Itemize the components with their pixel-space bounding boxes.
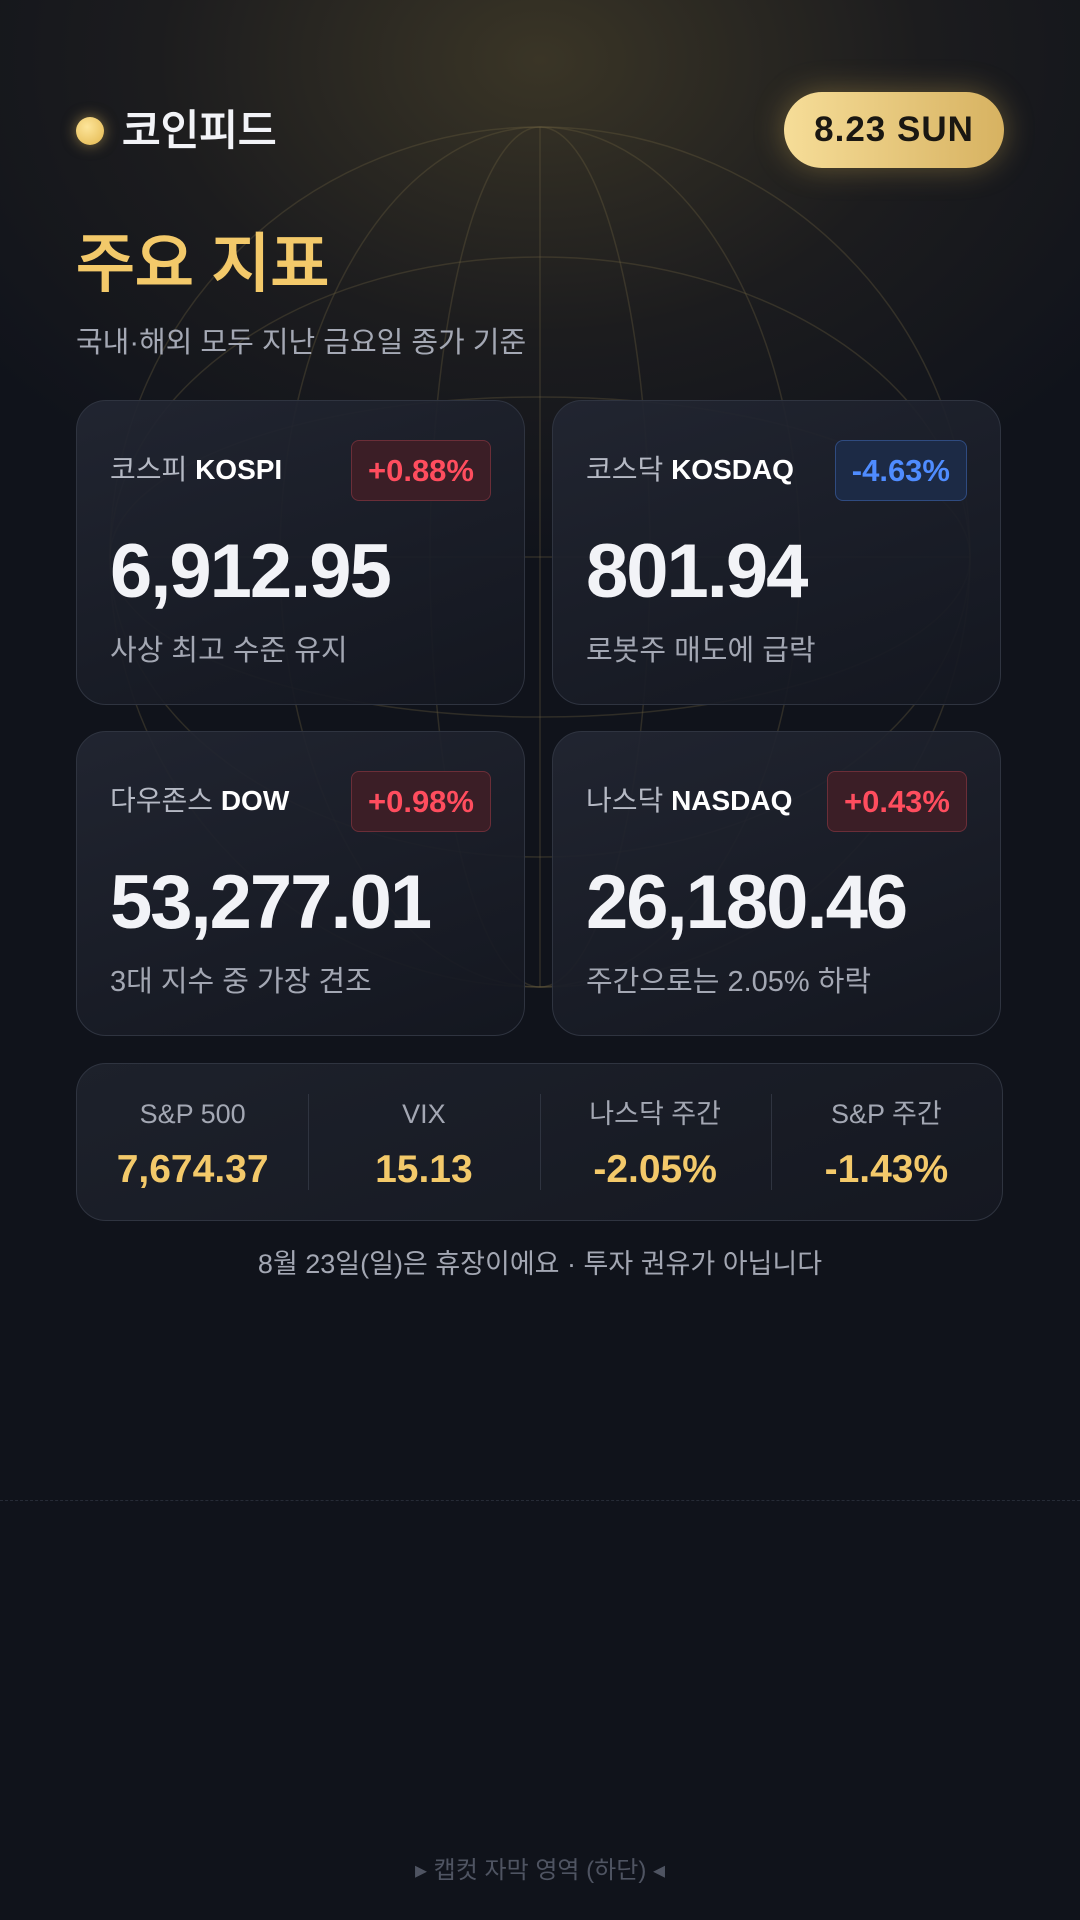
brand-dot: [76, 117, 104, 145]
index-value: 26,180.46: [586, 860, 908, 945]
change-badge: -4.63%: [834, 440, 967, 501]
divider: [0, 1500, 1080, 1501]
summary-value: -2.05%: [593, 1148, 717, 1191]
index-label: 코스닥 KOSDAQ: [586, 451, 794, 489]
summary-label: 나스닥 주간: [589, 1099, 721, 1129]
summary-label: S&P 주간: [831, 1099, 942, 1129]
index-note: 3대 지수 중 가장 견조: [110, 966, 372, 998]
index-value: 801.94: [586, 529, 808, 614]
summary-item: VIX 15.13: [308, 1064, 539, 1220]
index-name-ko: 코스피: [110, 454, 188, 485]
index-label: 나스닥 NASDAQ: [586, 782, 792, 820]
index-name-en: KOSPI: [195, 454, 283, 485]
index-note: 사상 최고 수준 유지: [110, 635, 348, 667]
index-name-ko: 나스닥: [586, 785, 664, 816]
brand: 코인피드: [122, 107, 277, 154]
index-name-en: DOW: [220, 785, 290, 816]
summary-item: 나스닥 주간 -2.05%: [539, 1064, 771, 1220]
index-value: 53,277.01: [110, 860, 432, 945]
subtitle: 국내·해외 모두 지난 금요일 종가 기준: [76, 327, 527, 359]
summary-box: S&P 500 7,674.37 VIX 15.13 나스닥 주간 -2.05% S&P 주…: [76, 1063, 1003, 1221]
summary-value: 7,674.37: [116, 1148, 269, 1191]
change-badge: +0.88%: [350, 440, 491, 501]
index-card: 나스닥 NASDAQ +0.43% 26,180.46 주간으로는 2.05% 하락: [552, 731, 1001, 1036]
summary-label: VIX: [402, 1099, 446, 1129]
summary-item: S&P 주간 -1.43%: [770, 1064, 1002, 1220]
index-label: 다우존스 DOW: [110, 782, 289, 820]
index-card: 코스닥 KOSDAQ -4.63% 801.94 로봇주 매도에 급락: [552, 400, 1001, 705]
index-card: 다우존스 DOW +0.98% 53,277.01 3대 지수 중 가장 견조: [76, 731, 525, 1036]
title: 주요 지표: [76, 228, 330, 300]
caption-area: ▸ 캡컷 자막 영역 (하단) ◂: [414, 1857, 666, 1884]
index-card: 코스피 KOSPI +0.88% 6,912.95 사상 최고 수준 유지: [76, 400, 525, 705]
index-name-ko: 다우존스: [110, 785, 214, 816]
change-badge: +0.43%: [826, 771, 967, 832]
index-note: 주간으로는 2.05% 하락: [586, 966, 872, 998]
index-label: 코스피 KOSPI: [110, 451, 282, 489]
date-pill: 8.23 SUN: [784, 92, 1004, 168]
summary-value: 15.13: [375, 1148, 473, 1191]
index-name-en: KOSDAQ: [671, 454, 794, 485]
footer-note: 8월 23일(일)은 휴장이에요 · 투자 권유가 아닙니다: [257, 1249, 823, 1279]
index-note: 로봇주 매도에 급락: [586, 635, 816, 667]
summary-item: S&P 500 7,674.37: [77, 1064, 308, 1220]
index-name-ko: 코스닥: [586, 454, 664, 485]
index-name-en: NASDAQ: [671, 785, 793, 816]
summary-value: -1.43%: [824, 1148, 949, 1191]
index-value: 6,912.95: [110, 529, 392, 614]
change-badge: +0.98%: [350, 771, 491, 832]
summary-label: S&P 500: [139, 1099, 246, 1129]
